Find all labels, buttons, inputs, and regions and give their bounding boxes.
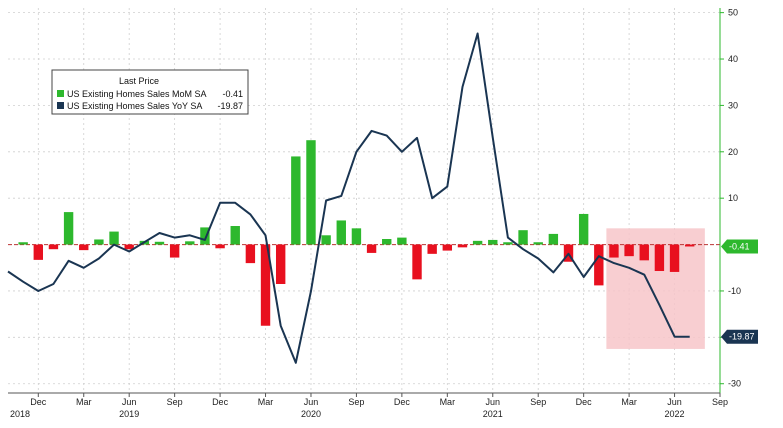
- mom-bar: [457, 244, 468, 248]
- last-value-tags: -0.41 -19.87: [721, 239, 758, 344]
- mom-bar: [321, 235, 331, 245]
- x-tick-label: Mar: [258, 397, 274, 407]
- mom-bar: [63, 212, 74, 245]
- mom-bar: [169, 244, 180, 258]
- mom-bars: [18, 140, 695, 326]
- legend-label-mom: US Existing Homes Sales MoM SA: [67, 89, 207, 99]
- mom-bar: [412, 244, 422, 280]
- mom-bar: [578, 213, 589, 245]
- x-tick-label: Dec: [576, 397, 593, 407]
- y-tick-label: 50: [728, 8, 738, 18]
- mom-bar: [685, 244, 695, 247]
- x-tick-label: Mar: [621, 397, 637, 407]
- mom-bar: [472, 240, 483, 245]
- x-year-label: 2018: [10, 409, 30, 419]
- x-tick-label: Jun: [486, 397, 501, 407]
- last-value-tag-shape: [721, 239, 758, 254]
- y-tick-label: 20: [728, 147, 738, 157]
- y-tick-label: -10: [728, 286, 741, 296]
- mom-bar: [245, 244, 256, 264]
- last-value-tag-text: -0.41: [729, 241, 750, 251]
- mom-bar: [518, 230, 528, 245]
- x-tick-label: Dec: [212, 397, 229, 407]
- legend-value-yoy: -19.87: [217, 101, 243, 111]
- x-tick-label: Jun: [304, 397, 319, 407]
- x-tick-label: Mar: [440, 397, 456, 407]
- legend-label-yoy: US Existing Homes Sales YoY SA: [67, 101, 202, 111]
- mom-bar: [397, 237, 407, 245]
- x-tick-label: Jun: [667, 397, 682, 407]
- mom-bar: [624, 244, 634, 257]
- mom-bar: [109, 231, 119, 245]
- mom-bar: [185, 241, 195, 245]
- mom-bar: [639, 244, 649, 261]
- yoy-line: [7, 32, 690, 364]
- mom-bar: [669, 244, 680, 272]
- x-year-label: 2022: [665, 409, 685, 419]
- x-tick-label: Mar: [76, 397, 92, 407]
- axes: [8, 8, 721, 394]
- x-tick-label: Sep: [167, 397, 183, 407]
- mom-bar: [336, 220, 346, 245]
- mom-bar: [533, 242, 543, 245]
- x-year-label: 2020: [301, 409, 321, 419]
- y-tick-label: 40: [728, 54, 738, 64]
- last-value-tag: -0.41: [721, 239, 758, 254]
- x-year-label: 2019: [119, 409, 139, 419]
- mom-bar: [306, 140, 316, 245]
- y-tick-label: 10: [728, 193, 738, 203]
- legend-title: Last Price: [119, 76, 159, 86]
- mom-bar: [48, 244, 59, 250]
- mom-bar: [275, 244, 286, 284]
- x-tick-label: Sep: [712, 397, 728, 407]
- last-value-tag-shape: [721, 329, 758, 344]
- x-axis-ticks: Dec Mar Jun Sep Dec Mar Jun Sep Dec Mar Jun Sep Dec M…: [10, 393, 728, 419]
- mom-bar: [442, 244, 453, 251]
- mom-bar: [94, 239, 104, 245]
- x-tick-label: Sep: [348, 397, 364, 407]
- mom-bar: [33, 244, 43, 260]
- x-tick-label: Sep: [530, 397, 546, 407]
- mom-bar: [18, 242, 28, 245]
- legend-swatch-yoy: [57, 102, 64, 109]
- mom-bar: [609, 244, 619, 258]
- mom-bar: [124, 244, 134, 250]
- mom-bar: [260, 244, 271, 326]
- mom-bar: [230, 226, 240, 245]
- mom-bar: [594, 244, 604, 286]
- x-tick-label: Dec: [30, 397, 47, 407]
- mom-bar: [488, 239, 498, 245]
- mom-bar: [503, 242, 513, 245]
- x-tick-label: Jun: [122, 397, 137, 407]
- mom-bar: [366, 244, 377, 253]
- mom-bar: [154, 241, 165, 245]
- last-value-tag: -19.87: [721, 329, 758, 344]
- legend-value-mom: -0.41: [222, 89, 243, 99]
- mom-bar: [427, 244, 437, 254]
- grid: [8, 8, 721, 393]
- mom-bar: [382, 239, 392, 245]
- mom-bar: [215, 244, 225, 249]
- y-tick-label: -30: [728, 379, 741, 389]
- mom-bar: [351, 228, 362, 245]
- mom-bar: [291, 156, 301, 245]
- legend-box: [51, 69, 249, 115]
- y-tick-label: 30: [728, 100, 738, 110]
- x-tick-label: Dec: [394, 397, 411, 407]
- mom-bar: [200, 227, 210, 245]
- mom-bar: [79, 244, 89, 251]
- legend: Last Price US Existing Homes Sales MoM S…: [51, 69, 249, 115]
- last-value-tag-text: -19.87: [729, 332, 755, 342]
- legend-swatch-mom: [57, 90, 64, 97]
- mom-bar: [654, 244, 665, 272]
- mom-bar: [548, 233, 559, 245]
- x-year-label: 2021: [483, 409, 503, 419]
